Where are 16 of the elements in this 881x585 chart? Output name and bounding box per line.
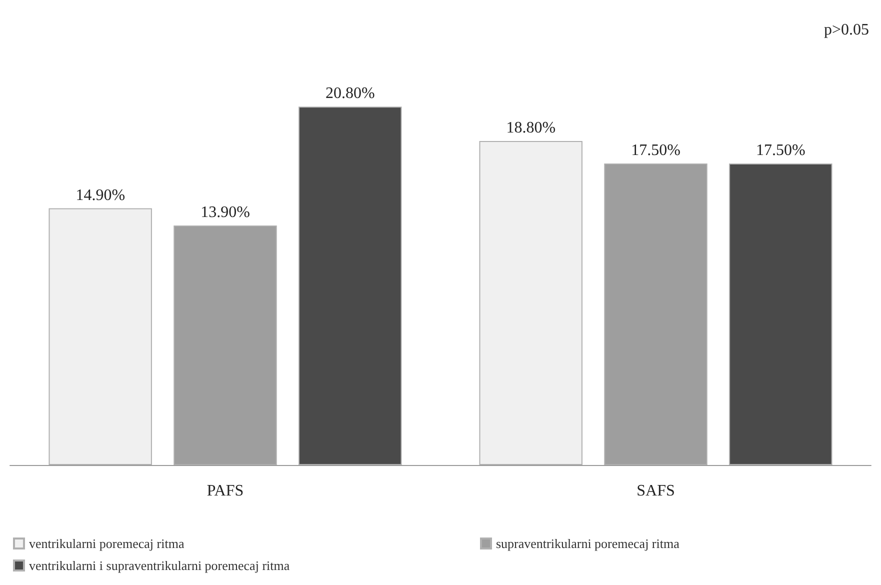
legend-label: ventrikularni i supraventrikularni poremecaj ritma [29, 558, 290, 573]
legend-label: supraventrikularni poremecaj ritma [496, 536, 680, 551]
data-label: 20.80% [325, 85, 375, 102]
bar [729, 163, 832, 465]
text: p>0.05 [824, 22, 870, 38]
x-tick-label: PAFS [206, 482, 244, 500]
data-label: 13.90% [200, 204, 250, 221]
data-label: 14.90% [76, 186, 126, 204]
data-label: 17.50% [631, 142, 680, 159]
data-label: 18.80% [506, 120, 556, 137]
bar [298, 106, 402, 465]
legend-label: ventrikularni poremecaj ritma [29, 536, 184, 551]
x-tick-label: SAFS [636, 482, 675, 500]
bar [479, 141, 582, 465]
bar [48, 208, 152, 465]
data-label: 17.50% [756, 142, 806, 159]
